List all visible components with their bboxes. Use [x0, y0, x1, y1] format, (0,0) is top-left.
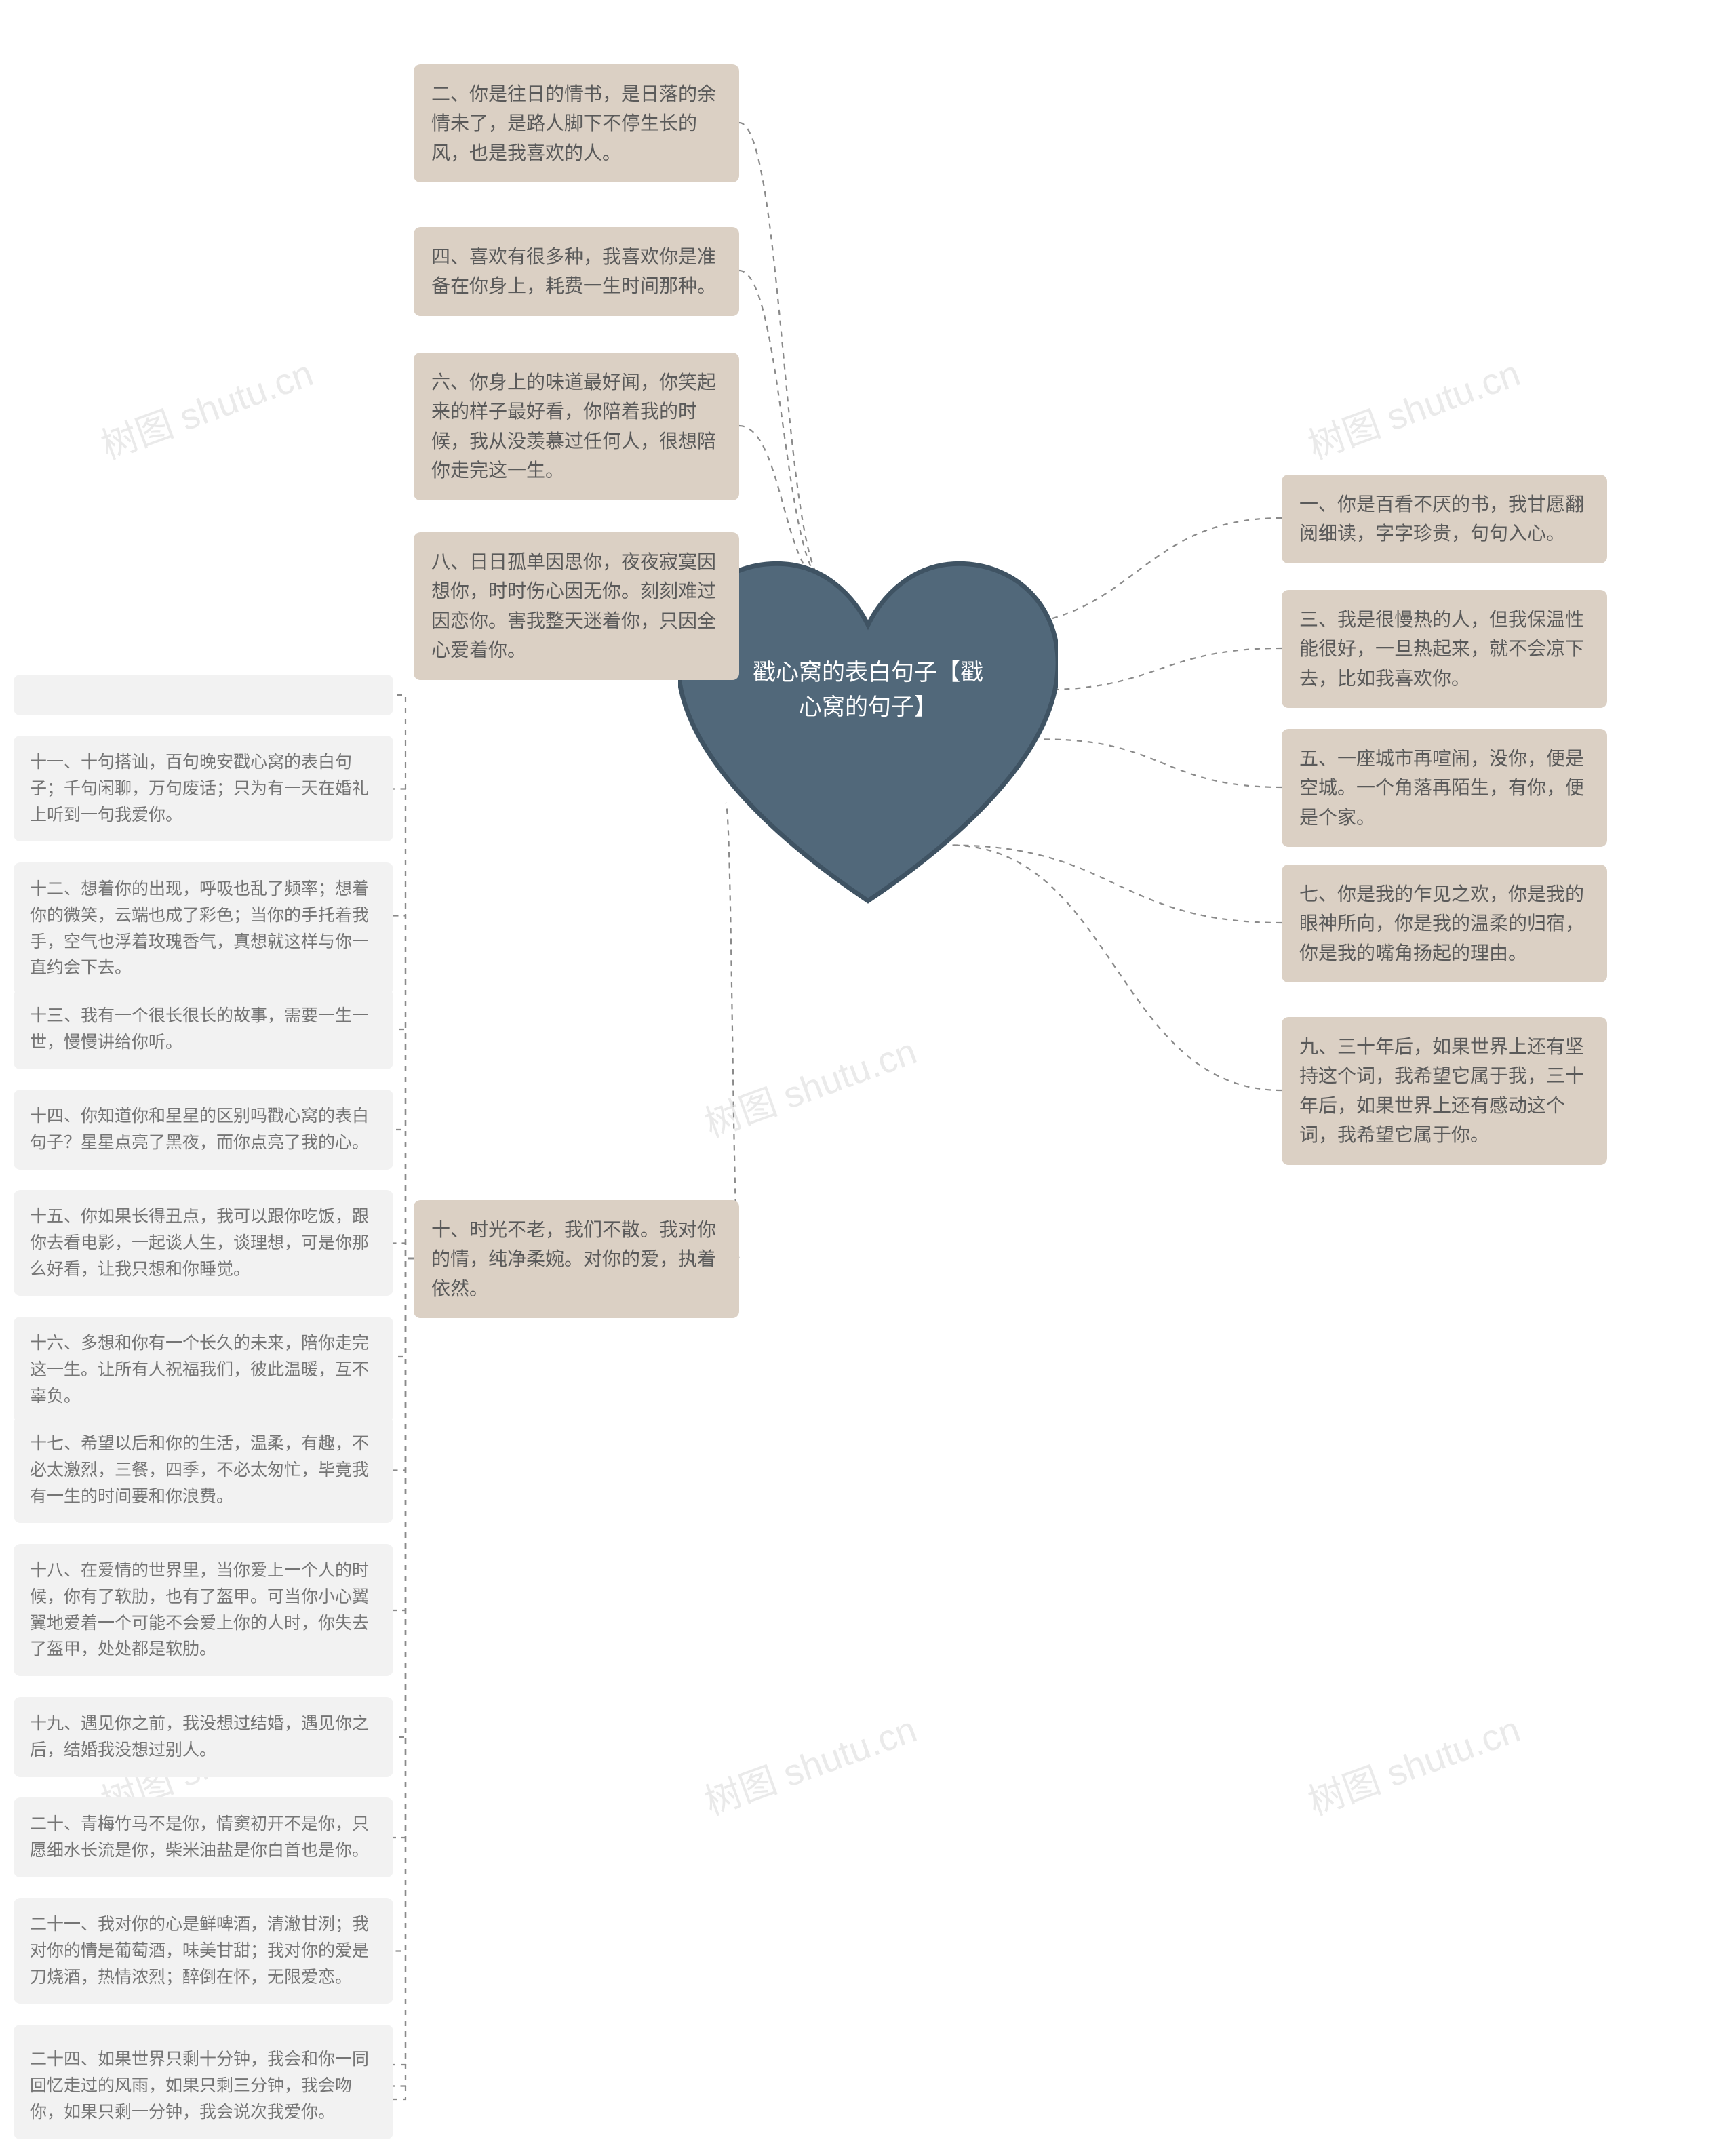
- secondary-node-text: 十二、想着你的出现，呼吸也乱了频率；想着你的微笑，云端也成了彩色；当你的手托着我…: [30, 879, 369, 977]
- primary-node: 四、喜欢有很多种，我喜欢你是准备在你身上，耗费一生时间那种。: [414, 227, 739, 316]
- primary-node: 十、时光不老，我们不散。我对你的情，纯净柔婉。对你的爱，执着依然。: [414, 1200, 739, 1318]
- secondary-node: 二十一、我对你的心是鲜啤酒，清澈甘洌；我对你的情是葡萄酒，味美甘甜；我对你的爱是…: [14, 1898, 393, 2004]
- secondary-node: 十一、十句搭讪，百句晚安戳心窝的表白句子；千句闲聊，万句废话；只为有一天在婚礼上…: [14, 736, 393, 841]
- secondary-node-text: 十三、我有一个很长很长的故事，需要一生一世，慢慢讲给你听。: [30, 1006, 369, 1052]
- watermark-text: 树图 shutu.cn: [1299, 1699, 1526, 1825]
- primary-node-text: 二、你是往日的情书，是日落的余情未了，是路人脚下不停生长的风，也是我喜欢的人。: [431, 83, 716, 163]
- secondary-node-text: 十七、希望以后和你的生活，温柔，有趣，不必太激烈，三餐，四季，不必太匆忙，毕竟我…: [30, 1434, 369, 1506]
- primary-node: 三、我是很慢热的人，但我保温性能很好，一旦热起来，就不会凉下去，比如我喜欢你。: [1282, 590, 1607, 708]
- primary-node: 二、你是往日的情书，是日落的余情未了，是路人脚下不停生长的风，也是我喜欢的人。: [414, 64, 739, 182]
- secondary-node-text: 二十、青梅竹马不是你，情窦初开不是你，只愿细水长流是你，柴米油盐是你白首也是你。: [30, 1814, 369, 1860]
- primary-node: 一、你是百看不厌的书，我甘愿翻阅细读，字字珍贵，句句入心。: [1282, 475, 1607, 563]
- secondary-node-empty: [14, 675, 393, 715]
- center-title: 戳心窝的表白句子【戳心窝的句子】: [746, 656, 990, 725]
- primary-node-text: 六、你身上的味道最好闻，你笑起来的样子最好看，你陪着我的时候，我从没羡慕过任何人…: [431, 372, 716, 481]
- secondary-node: 十八、在爱情的世界里，当你爱上一个人的时候，你有了软肋，也有了盔甲。可当你小心翼…: [14, 1544, 393, 1676]
- watermark-text: 树图 shutu.cn: [1299, 343, 1526, 469]
- primary-node-text: 四、喜欢有很多种，我喜欢你是准备在你身上，耗费一生时间那种。: [431, 246, 716, 296]
- primary-node: 六、你身上的味道最好闻，你笑起来的样子最好看，你陪着我的时候，我从没羡慕过任何人…: [414, 353, 739, 500]
- secondary-node: 十三、我有一个很长很长的故事，需要一生一世，慢慢讲给你听。: [14, 989, 393, 1069]
- secondary-node-text: 十四、你知道你和星星的区别吗戳心窝的表白句子？星星点亮了黑夜，而你点亮了我的心。: [30, 1107, 369, 1152]
- primary-node: 九、三十年后，如果世界上还有坚持这个词，我希望它属于我，三十年后，如果世界上还有…: [1282, 1017, 1607, 1165]
- primary-node-text: 五、一座城市再喧闹，没你，便是空城。一个角落再陌生，有你，便是个家。: [1299, 748, 1584, 828]
- secondary-node-text: 十八、在爱情的世界里，当你爱上一个人的时候，你有了软肋，也有了盔甲。可当你小心翼…: [30, 1561, 369, 1658]
- secondary-node: 十九、遇见你之前，我没想过结婚，遇见你之后，结婚我没想过别人。: [14, 1697, 393, 1777]
- primary-node-text: 三、我是很慢热的人，但我保温性能很好，一旦热起来，就不会凉下去，比如我喜欢你。: [1299, 609, 1584, 689]
- primary-node-text: 八、日日孤单因思你，夜夜寂寞因想你，时时伤心因无你。刻刻难过因恋你。害我整天迷着…: [431, 551, 716, 660]
- secondary-node: 十六、多想和你有一个长久的未来，陪你走完这一生。让所有人祝福我们，彼此温暖，互不…: [14, 1317, 393, 1423]
- primary-node: 七、你是我的乍见之欢，你是我的眼神所向，你是我的温柔的归宿，你是我的嘴角扬起的理…: [1282, 865, 1607, 982]
- secondary-node: 十二、想着你的出现，呼吸也乱了频率；想着你的微笑，云端也成了彩色；当你的手托着我…: [14, 862, 393, 995]
- secondary-node-text: 十九、遇见你之前，我没想过结婚，遇见你之后，结婚我没想过别人。: [30, 1714, 369, 1760]
- secondary-node: 二十、青梅竹马不是你，情窦初开不是你，只愿细水长流是你，柴米油盐是你白首也是你。: [14, 1797, 393, 1877]
- secondary-node: 十五、你如果长得丑点，我可以跟你吃饭，跟你去看电影，一起谈人生，谈理想，可是你那…: [14, 1190, 393, 1296]
- secondary-node: 二十四、如果世界只剩十分钟，我会和你一同回忆走过的风雨，如果只剩三分钟，我会吻你…: [14, 2033, 393, 2139]
- primary-node: 八、日日孤单因思你，夜夜寂寞因想你，时时伤心因无你。刻刻难过因恋你。害我整天迷着…: [414, 532, 739, 680]
- primary-node-text: 十、时光不老，我们不散。我对你的情，纯净柔婉。对你的爱，执着依然。: [431, 1219, 716, 1299]
- secondary-node-text: 二十四、如果世界只剩十分钟，我会和你一同回忆走过的风雨，如果只剩三分钟，我会吻你…: [30, 2050, 369, 2122]
- watermark-text: 树图 shutu.cn: [696, 1699, 922, 1825]
- secondary-node-text: 十六、多想和你有一个长久的未来，陪你走完这一生。让所有人祝福我们，彼此温暖，互不…: [30, 1334, 369, 1406]
- primary-node: 五、一座城市再喧闹，没你，便是空城。一个角落再陌生，有你，便是个家。: [1282, 729, 1607, 847]
- secondary-node: 十七、希望以后和你的生活，温柔，有趣，不必太激烈，三餐，四季，不必太匆忙，毕竟我…: [14, 1417, 393, 1523]
- mindmap-canvas: 树图 shutu.cn 树图 shutu.cn 树图 shutu.cn 树图 shut…: [0, 0, 1736, 2146]
- secondary-node-text: 十一、十句搭讪，百句晚安戳心窝的表白句子；千句闲聊，万句废话；只为有一天在婚礼上…: [30, 753, 369, 824]
- secondary-node-text: 二十一、我对你的心是鲜啤酒，清澈甘洌；我对你的情是葡萄酒，味美甘甜；我对你的爱是…: [30, 1915, 369, 1987]
- watermark-text: 树图 shutu.cn: [696, 1021, 922, 1147]
- primary-node-text: 九、三十年后，如果世界上还有坚持这个词，我希望它属于我，三十年后，如果世界上还有…: [1299, 1036, 1584, 1145]
- watermark-text: 树图 shutu.cn: [92, 343, 319, 469]
- secondary-node: 十四、你知道你和星星的区别吗戳心窝的表白句子？星星点亮了黑夜，而你点亮了我的心。: [14, 1090, 393, 1170]
- primary-node-text: 七、你是我的乍见之欢，你是我的眼神所向，你是我的温柔的归宿，你是我的嘴角扬起的理…: [1299, 883, 1584, 963]
- secondary-node-text: 十五、你如果长得丑点，我可以跟你吃饭，跟你去看电影，一起谈人生，谈理想，可是你那…: [30, 1207, 369, 1279]
- primary-node-text: 一、你是百看不厌的书，我甘愿翻阅细读，字字珍贵，句句入心。: [1299, 494, 1584, 544]
